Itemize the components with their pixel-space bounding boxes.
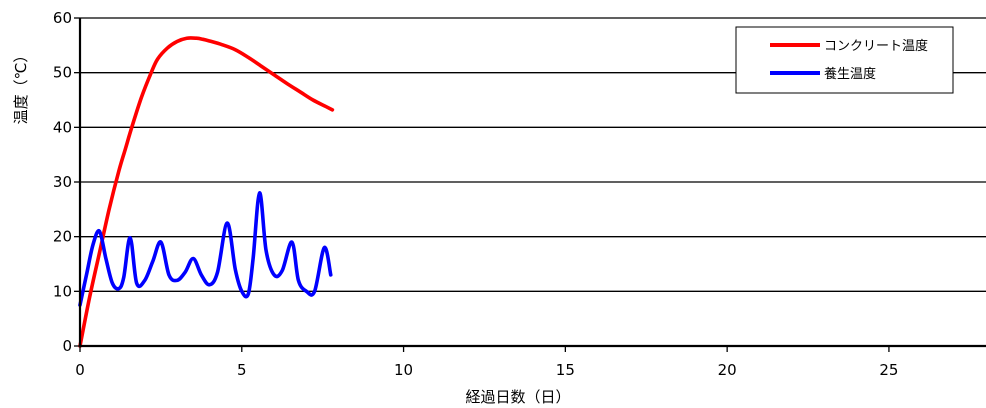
legend-label-concrete: コンクリート温度: [824, 38, 928, 54]
y-tick-label: 20: [53, 228, 72, 246]
y-tick-label: 50: [53, 64, 72, 82]
y-tick-label: 60: [53, 9, 72, 27]
x-axis-label: 経過日数（日）: [465, 388, 570, 406]
legend-box: [735, 26, 954, 94]
y-tick-label: 0: [62, 337, 72, 355]
tick-labels: 0 10 20 30 40 50 60 0 5 10 15 20 25: [53, 9, 899, 379]
x-tick-label: 15: [556, 361, 575, 379]
x-tick-label: 25: [879, 361, 898, 379]
axes: [74, 17, 986, 352]
legend: コンクリート温度 養生温度: [735, 26, 954, 94]
x-tick-label: 20: [718, 361, 737, 379]
legend-label-curing: 養生温度: [824, 66, 876, 82]
x-tick-label: 10: [394, 361, 413, 379]
x-tick-label: 0: [75, 361, 85, 379]
series-line-curing-temperature: [78, 191, 333, 307]
x-tick-label: 5: [237, 361, 247, 379]
y-tick-label: 30: [53, 173, 72, 191]
y-axis-label: 温度（℃）: [12, 48, 30, 125]
y-tick-label: 10: [53, 282, 72, 300]
y-tick-label: 40: [53, 118, 72, 136]
series-line-concrete-temperature: [78, 36, 335, 348]
series-layer: [78, 36, 335, 348]
